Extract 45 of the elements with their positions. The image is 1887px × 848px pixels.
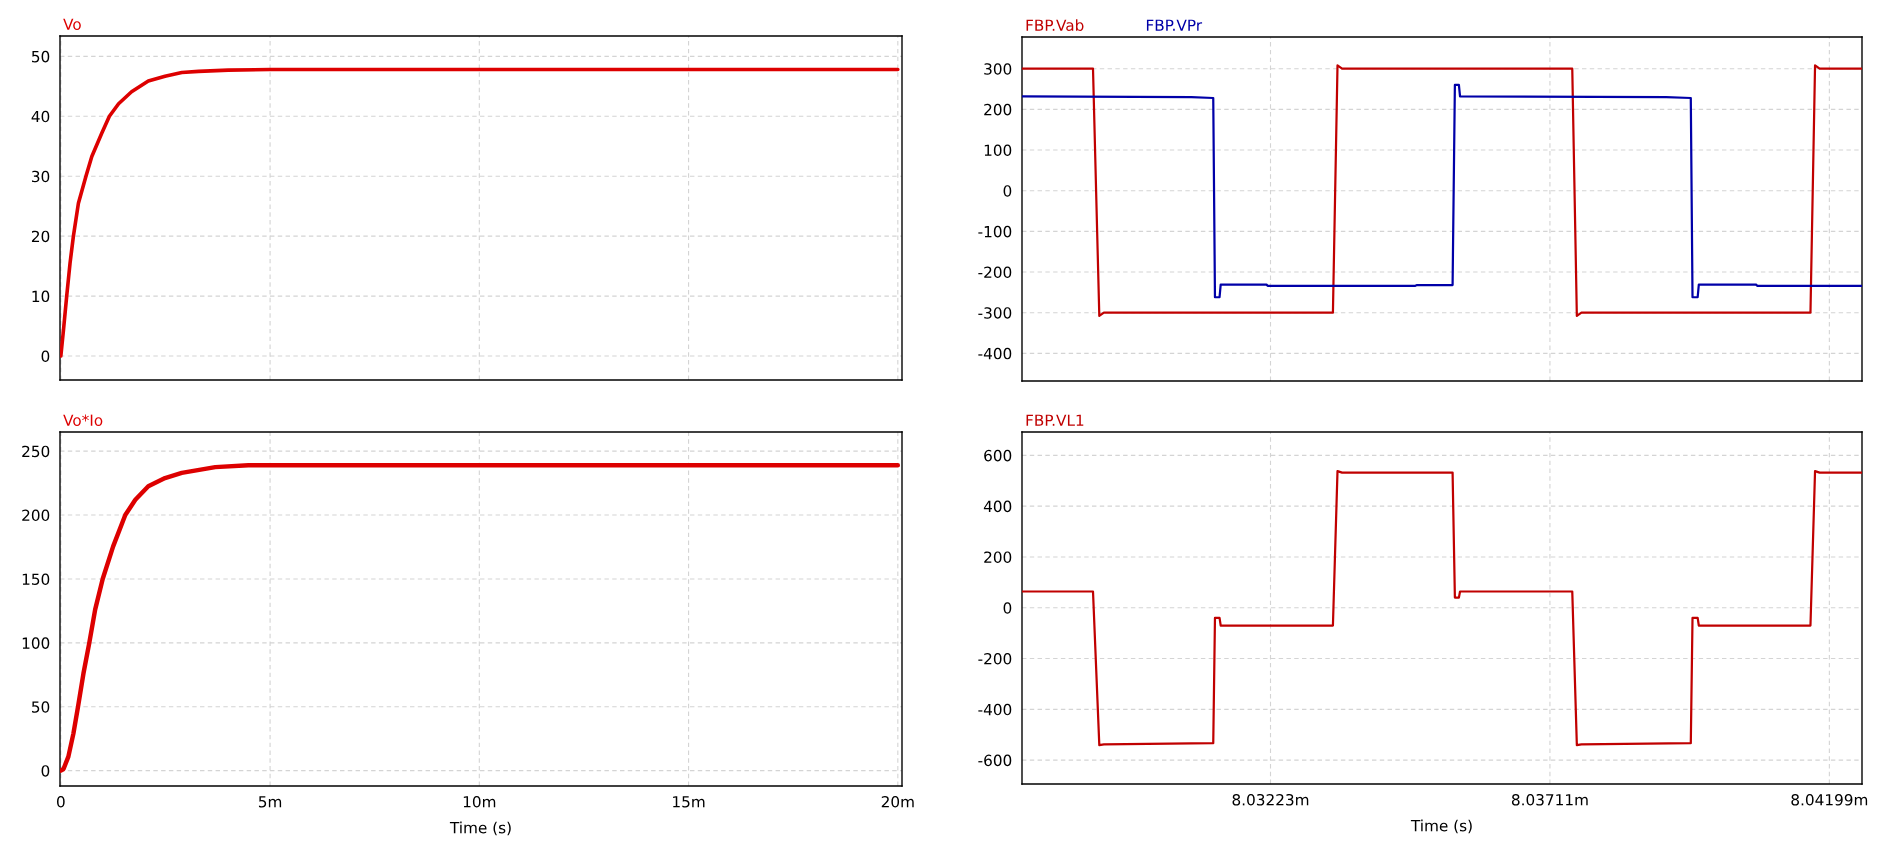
x-tick-label: 5m [258,796,282,808]
y-tick-label: 100 [984,144,1012,157]
text: FBP.VPr [1146,19,1203,31]
y-tick-label: 30 [32,170,50,183]
y-tick-label: -100 [978,225,1012,238]
line-series [1022,470,1862,747]
y-tick-label: 100 [22,637,50,649]
y-tick-label: 300 [984,63,1012,75]
line-series [60,67,900,358]
y-tick-label: 40 [31,110,50,123]
y-tick-label: 0 [41,765,50,777]
x-tick-label: 8.04199m [1791,793,1868,806]
y-tick-label: 20 [31,230,50,243]
x-tick-label: 0 [56,795,65,808]
text: Vo*Io [63,414,103,426]
x-axis-title: Time (s) [449,821,511,836]
x-tick-label: 10m [463,795,496,808]
y-tick-label: 150 [22,573,50,585]
text: FBP.Vab [1026,19,1084,31]
y-tick-label: 200 [22,509,50,522]
x-tick-label: 15m [673,796,705,808]
y-tick-label: 0 [41,350,50,363]
x-tick-label: 8.03711m [1511,793,1588,806]
y-tick-label: -400 [978,347,1012,360]
y-tick-label: 0 [1003,185,1012,197]
y-tick-label: 0 [1003,602,1012,614]
x-axis-title: Time (s) [1410,819,1472,834]
y-tick-label: 200 [984,103,1012,116]
y-tick-label: 250 [22,445,50,458]
y-tick-label: 50 [32,50,50,63]
y-tick-label: -300 [978,307,1012,319]
x-tick-label: 20m [881,795,914,808]
line-series [60,463,901,773]
y-tick-label: 10 [32,290,50,303]
text: FBP.VL1 [1026,414,1084,426]
x-tick-label: 8.03223m [1232,793,1309,806]
y-tick-label: -400 [978,703,1012,716]
y-tick-label: 400 [983,500,1012,513]
y-tick-label: -600 [978,754,1012,767]
y-tick-label: -200 [978,653,1012,665]
text: Vo [63,18,81,30]
y-tick-label: 600 [984,449,1012,462]
y-tick-label: -200 [978,266,1012,279]
y-tick-label: 50 [32,701,50,713]
y-tick-label: 200 [984,551,1012,563]
